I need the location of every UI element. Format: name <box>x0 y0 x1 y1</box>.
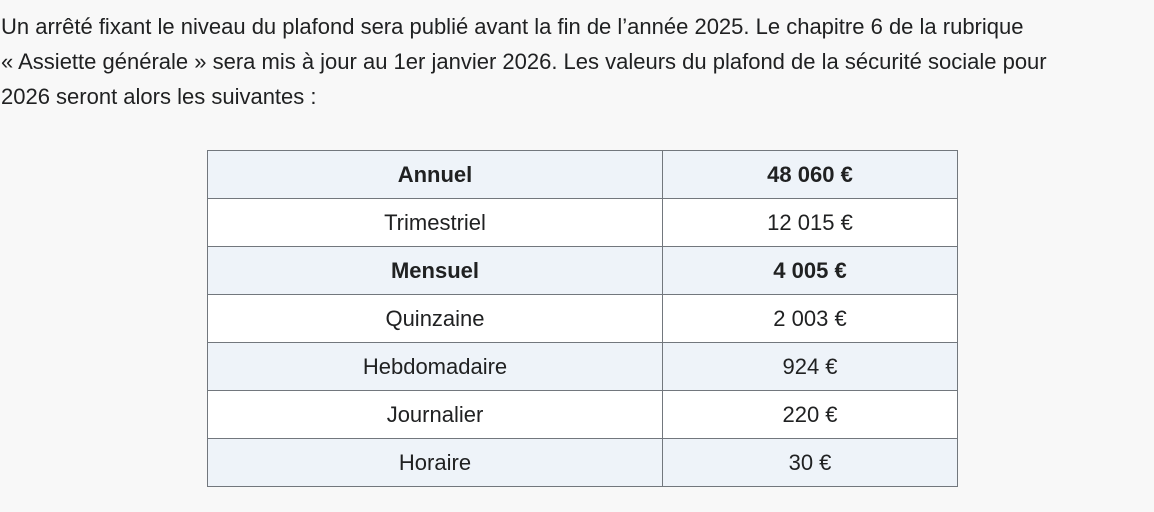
plafond-table: Annuel 48 060 € Trimestriel 12 015 € Mensuel… <box>207 150 958 487</box>
amount-cell: 220 € <box>662 390 958 439</box>
amount-cell: 924 € <box>662 342 958 391</box>
period-cell: Trimestriel <box>207 198 663 247</box>
period-cell: Mensuel <box>207 246 663 295</box>
amount-cell: 48 060 € <box>662 150 958 199</box>
paragraph-line: « Assiette générale » sera mis à jour au… <box>1 49 1047 74</box>
plafond-table-body: Annuel 48 060 € Trimestriel 12 015 € Mensuel… <box>207 150 958 487</box>
table-row: Annuel 48 060 € <box>207 150 958 199</box>
period-cell: Horaire <box>207 438 663 487</box>
table-row: Hebdomadaire 924 € <box>207 342 958 391</box>
period-cell: Journalier <box>207 390 663 439</box>
amount-cell: 12 015 € <box>662 198 958 247</box>
table-row: Quinzaine 2 003 € <box>207 294 958 343</box>
table-row: Horaire 30 € <box>207 438 958 487</box>
table-row: Trimestriel 12 015 € <box>207 198 958 247</box>
period-cell: Hebdomadaire <box>207 342 663 391</box>
period-cell: Quinzaine <box>207 294 663 343</box>
table-row: Mensuel 4 005 € <box>207 246 958 295</box>
amount-cell: 30 € <box>662 438 958 487</box>
period-cell: Annuel <box>207 150 663 199</box>
paragraph-line: 2026 seront alors les suivantes : <box>1 84 317 109</box>
intro-paragraph: Un arrêté fixant le niveau du plafond se… <box>0 9 1154 114</box>
table-row: Journalier 220 € <box>207 390 958 439</box>
paragraph-line: Un arrêté fixant le niveau du plafond se… <box>1 14 1024 39</box>
amount-cell: 4 005 € <box>662 246 958 295</box>
amount-cell: 2 003 € <box>662 294 958 343</box>
page: { "colors": { "page_bg": "#f8f8f8", "tex… <box>0 9 1154 512</box>
